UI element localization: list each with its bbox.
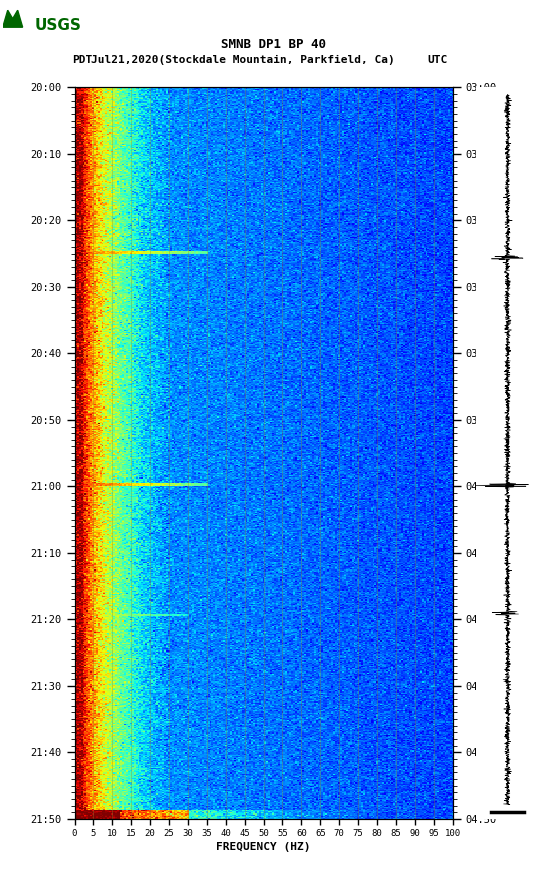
Text: Jul21,2020(Stockdale Mountain, Parkfield, Ca): Jul21,2020(Stockdale Mountain, Parkfield… bbox=[91, 54, 395, 65]
Text: SMNB DP1 BP 40: SMNB DP1 BP 40 bbox=[221, 38, 326, 51]
Text: USGS: USGS bbox=[35, 18, 82, 33]
X-axis label: FREQUENCY (HZ): FREQUENCY (HZ) bbox=[216, 842, 311, 853]
Text: PDT: PDT bbox=[72, 54, 92, 65]
Text: UTC: UTC bbox=[428, 54, 448, 65]
Polygon shape bbox=[3, 11, 23, 28]
